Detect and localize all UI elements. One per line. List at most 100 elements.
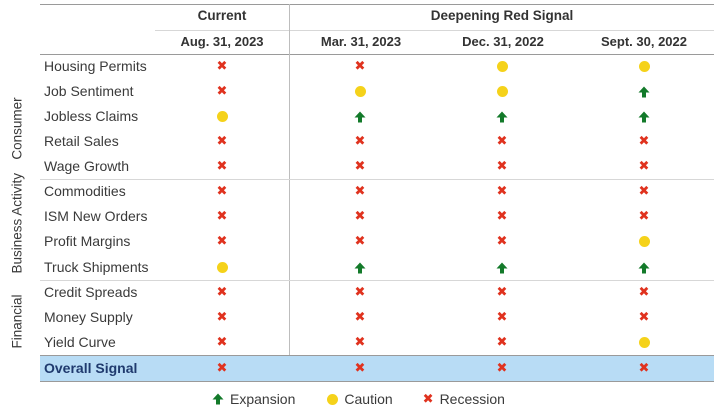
caution-dot-icon: [216, 111, 228, 122]
recession-x-icon: ✖: [496, 285, 508, 300]
table-row: Job Sentiment ✖: [40, 79, 714, 104]
table-row: Commodities ✖ ✖ ✖ ✖: [40, 179, 714, 204]
recession-x-icon: ✖: [216, 310, 228, 325]
row-label: Commodities: [44, 183, 126, 199]
signal-cell: ✖: [207, 280, 237, 305]
signal-cell: [629, 79, 659, 104]
recession-x-icon: ✖: [638, 159, 650, 174]
signal-cell: [487, 255, 517, 280]
legend: Expansion Caution ✖ Recession: [212, 388, 505, 410]
recession-x-icon: ✖: [638, 209, 650, 224]
section-label-financial: Financial: [9, 294, 25, 349]
row-label: Credit Spreads: [44, 284, 138, 300]
section-label-business: Business Activity: [9, 172, 25, 274]
recession-x-icon: ✖: [638, 184, 650, 199]
header-bottom-border: [40, 54, 714, 55]
expansion-arrow-icon: [638, 86, 650, 97]
row-label: ISM New Orders: [44, 208, 148, 224]
row-label: Profit Margins: [44, 233, 131, 249]
recession-x-icon: ✖: [354, 134, 366, 149]
signal-cell: [487, 79, 517, 104]
header-date-col1: Aug. 31, 2023: [180, 34, 264, 49]
recession-x-icon: ✖: [638, 361, 650, 376]
expansion-arrow-icon: [638, 262, 650, 273]
table-row: Credit Spreads ✖ ✖ ✖ ✖: [40, 280, 714, 305]
overall-top-border: [40, 355, 714, 356]
header-date-col2: Mar. 31, 2023: [320, 34, 402, 49]
signal-cell: ✖: [629, 154, 659, 179]
row-label: Retail Sales: [44, 133, 119, 149]
recession-x-icon: ✖: [216, 209, 228, 224]
table-row: Yield Curve ✖ ✖ ✖: [40, 330, 714, 355]
row-label: Truck Shipments: [44, 259, 149, 275]
recession-x-icon: ✖: [638, 310, 650, 325]
signal-cell: ✖: [345, 204, 375, 229]
header-group-current: Current: [197, 8, 247, 23]
header-group-deepening: Deepening Red Signal: [430, 8, 574, 23]
signal-cell: [487, 54, 517, 79]
row-label: Overall Signal: [44, 360, 138, 376]
signal-cell: [345, 79, 375, 104]
legend-item-recession: ✖ Recession: [423, 391, 505, 407]
table-row: Truck Shipments: [40, 255, 714, 280]
header-group-divider: [155, 30, 714, 31]
recession-x-icon: ✖: [354, 209, 366, 224]
signal-cell: ✖: [345, 280, 375, 305]
signal-cell: ✖: [345, 179, 375, 204]
recession-x-icon: ✖: [216, 335, 228, 350]
recession-x-icon: ✖: [422, 391, 434, 407]
table-row: Retail Sales ✖ ✖ ✖ ✖: [40, 129, 714, 154]
signal-cell: ✖: [487, 154, 517, 179]
recession-x-icon: ✖: [638, 285, 650, 300]
signal-cell: ✖: [629, 179, 659, 204]
signal-cell: [629, 104, 659, 129]
recession-x-icon: ✖: [354, 361, 366, 376]
signal-cell: [629, 54, 659, 79]
recession-x-icon: ✖: [216, 234, 228, 249]
recession-x-icon: ✖: [496, 361, 508, 376]
signal-cell: [345, 104, 375, 129]
table-row: Money Supply ✖ ✖ ✖ ✖: [40, 305, 714, 330]
recession-x-icon: ✖: [216, 184, 228, 199]
expansion-arrow-icon: [212, 393, 224, 405]
caution-dot-icon: [638, 236, 650, 247]
signal-cell: ✖: [207, 305, 237, 330]
signal-cell: ✖: [487, 305, 517, 330]
recession-x-icon: ✖: [354, 159, 366, 174]
header-date-col3: Dec. 31, 2022: [462, 34, 544, 49]
signal-cell: [207, 255, 237, 280]
table-top-border: [40, 4, 714, 5]
caution-dot-icon: [496, 86, 508, 97]
signal-cell: ✖: [629, 129, 659, 154]
signal-cell: ✖: [345, 154, 375, 179]
signal-cell: ✖: [345, 129, 375, 154]
signal-cell: [629, 330, 659, 355]
recession-x-icon: ✖: [354, 310, 366, 325]
signal-cell: ✖: [345, 330, 375, 355]
caution-dot-icon: [216, 262, 228, 273]
recession-x-icon: ✖: [216, 134, 228, 149]
table-row: Jobless Claims: [40, 104, 714, 129]
signal-cell: ✖: [487, 179, 517, 204]
table-row: Wage Growth ✖ ✖ ✖ ✖: [40, 154, 714, 179]
recession-x-icon: ✖: [216, 59, 228, 74]
recession-x-icon: ✖: [216, 361, 228, 376]
signal-cell: ✖: [629, 305, 659, 330]
signal-cell: ✖: [629, 280, 659, 305]
legend-item-expansion: Expansion: [212, 391, 295, 407]
table-row: Profit Margins ✖ ✖ ✖: [40, 229, 714, 254]
table-bottom-border: [40, 381, 714, 382]
signal-cell: ✖: [487, 204, 517, 229]
signal-cell: [629, 229, 659, 254]
section-divider-1: [40, 179, 714, 180]
recession-x-icon: ✖: [496, 310, 508, 325]
signal-cell: ✖: [487, 229, 517, 254]
signal-cell: ✖: [207, 154, 237, 179]
overall-signal-row: Overall Signal ✖ ✖ ✖ ✖: [40, 356, 714, 381]
expansion-arrow-icon: [354, 111, 366, 122]
recession-x-icon: ✖: [496, 234, 508, 249]
expansion-arrow-icon: [496, 111, 508, 122]
signal-cell: ✖: [207, 179, 237, 204]
row-label: Job Sentiment: [44, 83, 134, 99]
recession-x-icon: ✖: [496, 134, 508, 149]
